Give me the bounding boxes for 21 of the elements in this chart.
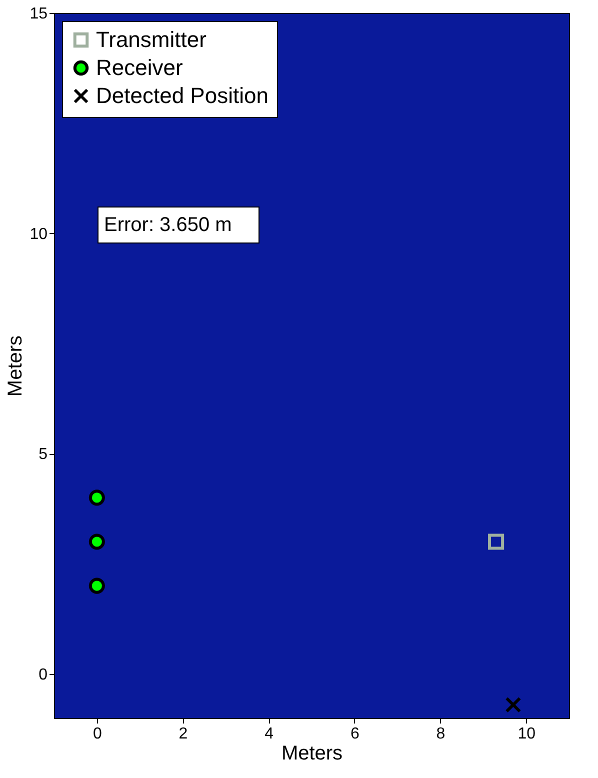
x-tick-label: 2 <box>178 726 188 742</box>
point <box>88 490 105 506</box>
x-tick-label: 8 <box>436 726 446 742</box>
x-tick-label: 4 <box>264 726 274 742</box>
point <box>88 578 105 594</box>
legend-label: Receiver <box>96 55 183 80</box>
legend-label: Transmitter <box>96 27 206 52</box>
point <box>488 534 504 550</box>
y-tick-label: 0 <box>38 666 48 684</box>
legend-label: Detected Position <box>96 83 268 108</box>
annotation: Error: 3.650 m <box>104 214 232 236</box>
x-tick-label: 6 <box>350 726 360 742</box>
y-tick-label: 15 <box>30 6 48 22</box>
y-tick-label: 5 <box>38 446 48 464</box>
point <box>88 534 105 550</box>
point <box>505 696 522 713</box>
y-axis-title: Meters <box>4 335 27 397</box>
x-tick-label: 10 <box>518 726 536 742</box>
x-axis-title: Meters <box>281 742 343 764</box>
y-tick-label: 10 <box>30 226 48 243</box>
x-tick-label: 0 <box>92 726 102 742</box>
